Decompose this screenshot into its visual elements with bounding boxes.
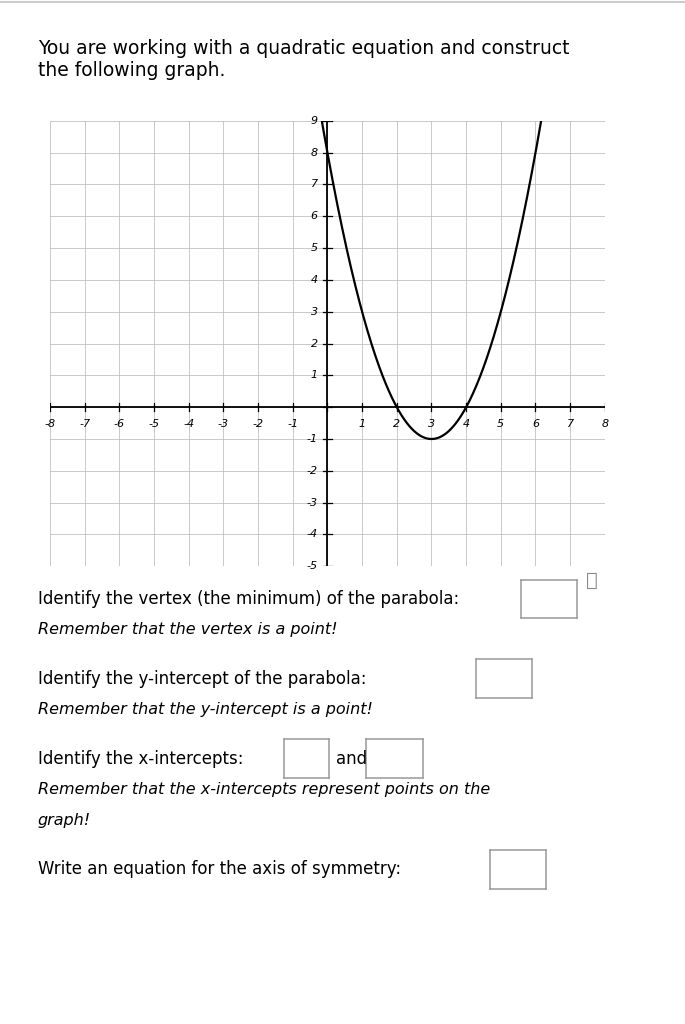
Text: 6: 6 <box>310 211 318 221</box>
Text: 7: 7 <box>566 419 574 429</box>
Text: Identify the vertex (the minimum) of the parabola:: Identify the vertex (the minimum) of the… <box>38 590 459 608</box>
Text: -4: -4 <box>307 529 318 540</box>
Text: Write an equation for the axis of symmetry:: Write an equation for the axis of symmet… <box>38 860 401 879</box>
Text: Identify the y-intercept of the parabola:: Identify the y-intercept of the parabola… <box>38 670 366 688</box>
Text: and: and <box>336 750 366 768</box>
Text: graph!: graph! <box>38 813 91 827</box>
Text: -8: -8 <box>45 419 55 429</box>
Text: 7: 7 <box>310 179 318 189</box>
Text: 2: 2 <box>310 339 318 348</box>
Text: -3: -3 <box>218 419 229 429</box>
Text: 🔍: 🔍 <box>586 571 598 591</box>
Text: Remember that the vertex is a point!: Remember that the vertex is a point! <box>38 623 337 637</box>
Text: You are working with a quadratic equation and construct: You are working with a quadratic equatio… <box>38 39 569 58</box>
Text: 2: 2 <box>393 419 400 429</box>
Text: -1: -1 <box>307 434 318 444</box>
Text: -4: -4 <box>183 419 195 429</box>
Text: -6: -6 <box>114 419 125 429</box>
Text: 6: 6 <box>532 419 539 429</box>
Text: the following graph.: the following graph. <box>38 61 225 81</box>
Text: -2: -2 <box>307 466 318 476</box>
Text: 4: 4 <box>462 419 470 429</box>
Text: Remember that the y-intercept is a point!: Remember that the y-intercept is a point… <box>38 702 373 717</box>
Text: 9: 9 <box>310 116 318 126</box>
Text: -1: -1 <box>287 419 298 429</box>
Text: -5: -5 <box>307 561 318 571</box>
Text: Identify the x-intercepts:: Identify the x-intercepts: <box>38 750 243 768</box>
Text: 3: 3 <box>310 307 318 316</box>
Text: 4: 4 <box>310 274 318 285</box>
Text: -2: -2 <box>253 419 264 429</box>
Text: 8: 8 <box>310 147 318 158</box>
Text: 1: 1 <box>310 371 318 380</box>
Text: 5: 5 <box>497 419 504 429</box>
Text: 1: 1 <box>358 419 366 429</box>
Text: -7: -7 <box>79 419 90 429</box>
Text: 3: 3 <box>428 419 435 429</box>
Text: 5: 5 <box>310 243 318 253</box>
Text: Remember that the x-intercepts represent points on the: Remember that the x-intercepts represent… <box>38 782 490 797</box>
Text: -5: -5 <box>149 419 160 429</box>
Text: 8: 8 <box>601 419 608 429</box>
Text: -3: -3 <box>307 498 318 508</box>
